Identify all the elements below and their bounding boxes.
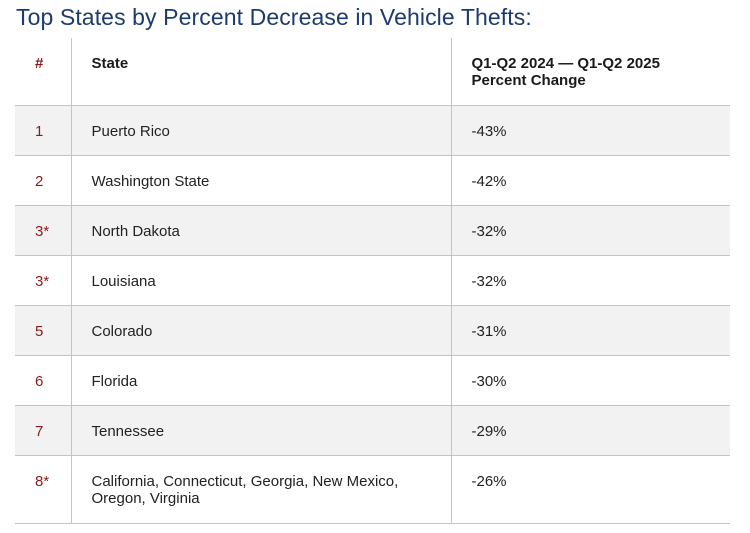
table-row: 3* Louisiana -32% — [15, 255, 730, 306]
table-row: 8* California, Connecticut, Georgia, New… — [15, 455, 730, 524]
rank-cell: 8* — [15, 455, 72, 524]
change-cell: -30% — [451, 355, 730, 406]
percent-change-header-line1: Q1-Q2 2024 — Q1-Q2 2025 — [471, 55, 660, 72]
table-row: 3* North Dakota -32% — [15, 205, 730, 256]
table-row: 7 Tennessee -29% — [15, 405, 730, 456]
rank-cell: 5 — [15, 305, 72, 356]
state-cell: Washington State — [71, 155, 452, 206]
change-cell: -42% — [451, 155, 730, 206]
state-cell: Colorado — [71, 305, 452, 356]
rank-cell: 1 — [15, 105, 72, 156]
state-cell: Puerto Rico — [71, 105, 452, 156]
rank-header: # — [15, 38, 72, 106]
rank-cell: 2 — [15, 155, 72, 206]
state-cell: North Dakota — [71, 205, 452, 256]
page-title: Top States by Percent Decrease in Vehicl… — [16, 4, 532, 30]
state-cell: California, Connecticut, Georgia, New Me… — [71, 455, 452, 524]
table-header-row: # State Q1-Q2 2024 — Q1-Q2 2025 Percent C… — [15, 38, 730, 106]
table-row: 6 Florida -30% — [15, 355, 730, 406]
change-cell: -43% — [451, 105, 730, 156]
percent-change-header: Q1-Q2 2024 — Q1-Q2 2025 Percent Change — [451, 38, 730, 106]
state-cell: Louisiana — [71, 255, 452, 306]
rank-cell: 3* — [15, 205, 72, 256]
percent-change-header-line2: Percent Change — [471, 72, 586, 89]
rank-cell: 7 — [15, 405, 72, 456]
table-row: 2 Washington State -42% — [15, 155, 730, 206]
table-row: 5 Colorado -31% — [15, 305, 730, 356]
table-row: 1 Puerto Rico -43% — [15, 105, 730, 156]
change-cell: -26% — [451, 455, 730, 524]
state-cell: Florida — [71, 355, 452, 406]
rank-cell: 6 — [15, 355, 72, 406]
change-cell: -32% — [451, 255, 730, 306]
rank-cell: 3* — [15, 255, 72, 306]
state-cell: Tennessee — [71, 405, 452, 456]
state-header: State — [71, 38, 452, 106]
change-cell: -31% — [451, 305, 730, 356]
change-cell: -29% — [451, 405, 730, 456]
change-cell: -32% — [451, 205, 730, 256]
vehicle-theft-table: # State Q1-Q2 2024 — Q1-Q2 2025 Percent C… — [15, 38, 730, 524]
